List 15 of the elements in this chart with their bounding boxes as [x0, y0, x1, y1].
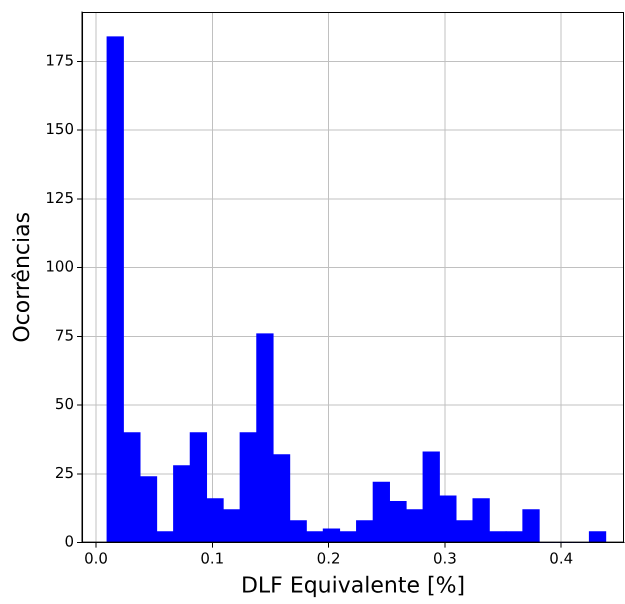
y-axis-title: Ocorrências [10, 212, 35, 343]
y-tick-label: 25 [54, 464, 74, 482]
y-tick-label: 150 [45, 120, 74, 138]
y-tick-label: 75 [54, 326, 74, 344]
x-tick-label: 0.0 [84, 549, 108, 568]
x-tick-label: 0.3 [432, 549, 457, 568]
y-tick-label: 175 [45, 51, 74, 70]
x-tick-label: 0.4 [549, 549, 574, 568]
x-axis-title: DLF Equivalente [%] [240, 574, 466, 599]
y-tick-label: 100 [45, 258, 74, 276]
y-tick-label: 50 [54, 395, 74, 414]
x-tick-label: 0.2 [316, 549, 341, 568]
x-tick-label: 0.1 [200, 549, 224, 568]
y-tick-label: 125 [45, 188, 74, 207]
y-tick-label: 0 [64, 532, 74, 550]
